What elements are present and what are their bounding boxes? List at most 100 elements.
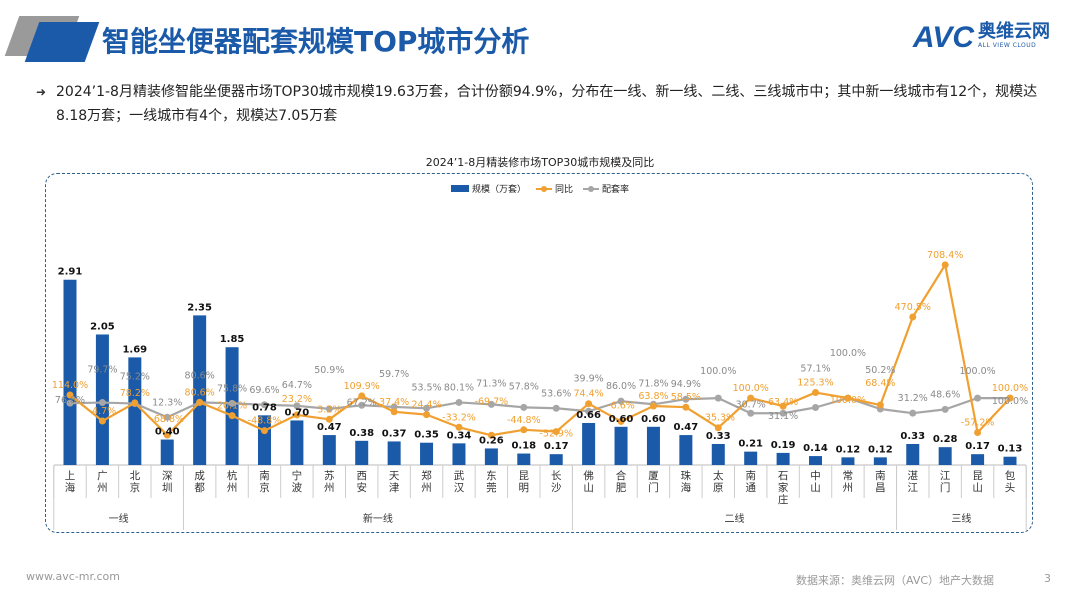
yoy-point (228, 412, 236, 420)
bar-厦门 (646, 426, 660, 465)
bar-value-label: 0.37 (382, 428, 407, 439)
yoy-label: 24.4% (411, 400, 441, 411)
rate-label: 71.8% (638, 378, 668, 389)
yoy-point (98, 417, 106, 425)
yoy-label: 100.0% (830, 395, 866, 406)
yoy-label: 63.4% (768, 397, 798, 408)
category-label: 津 (389, 482, 400, 494)
rate-label: 69.6% (249, 385, 279, 396)
yoy-label: 78.2% (120, 388, 150, 399)
category-label: 门 (648, 481, 659, 494)
yoy-label: 100.0% (992, 383, 1028, 394)
legend-label: 规模（万套） (471, 185, 526, 195)
rate-point (812, 403, 820, 411)
category-label: 太 (713, 469, 724, 482)
yoy-label: -4.7% (89, 406, 117, 417)
yoy-line (69, 263, 1011, 437)
yoy-point (455, 423, 463, 431)
category-label: 南 (259, 469, 270, 482)
rate-label: 86.0% (606, 381, 636, 392)
category-label: 明 (519, 482, 530, 494)
rate-label: 100.0% (992, 396, 1028, 407)
bar-value-label: 0.14 (803, 443, 828, 454)
rate-label: 59.7% (379, 369, 409, 380)
bar-成都 (193, 315, 207, 465)
bar-太原 (711, 443, 725, 465)
legend-swatch-line (583, 185, 599, 192)
legend-swatch-bar (450, 185, 469, 192)
bar-江门 (938, 447, 952, 465)
website-text: www.avc-mr.com (26, 570, 120, 583)
bar-value-label: 2.91 (58, 267, 83, 278)
bar-南通 (744, 451, 758, 465)
rate-label: 31.1% (768, 411, 798, 422)
category-label: 昆 (972, 470, 983, 482)
category-label: 成 (194, 470, 205, 482)
category-label: 山 (810, 482, 821, 494)
yoy-point (649, 402, 657, 410)
yoy-point (325, 415, 333, 423)
yoy-label: -48.8% (248, 416, 282, 427)
yoy-point (974, 429, 982, 437)
bar-中山 (809, 456, 823, 465)
category-label: 肥 (616, 482, 627, 494)
category-label: 天 (389, 470, 400, 482)
rate-point (325, 405, 333, 413)
bar-天津 (387, 441, 401, 465)
bar-上海 (63, 279, 77, 465)
yoy-point (617, 417, 625, 425)
category-label: 南 (875, 469, 886, 482)
bar-宁波 (290, 420, 304, 465)
category-label: 海 (65, 481, 76, 494)
bar-value-label: 0.66 (576, 410, 601, 421)
group-label: 新一线 (363, 512, 393, 525)
yoy-point (260, 427, 268, 435)
summary-bullet: ➜ 2024’1-8月精装修智能坐便器市场TOP30城市规模19.63万套，合计… (36, 80, 1046, 128)
rate-point (520, 403, 528, 411)
rate-label: 76.8% (55, 395, 85, 406)
category-label: 东 (486, 469, 497, 482)
bar-北京 (128, 357, 142, 465)
category-label: 圳 (162, 482, 173, 494)
category-label: 通 (745, 482, 756, 494)
bar-value-label: 2.05 (90, 321, 115, 332)
bar-佛山 (582, 422, 596, 465)
chart-legend: 规模（万套） 同比 配套率 (0, 182, 1080, 195)
category-label: 州 (843, 482, 854, 494)
yoy-label: 708.4% (927, 250, 963, 261)
rate-label: 39.9% (574, 373, 604, 384)
bar-value-label: 0.12 (836, 444, 861, 455)
rate-point (390, 403, 398, 411)
bar-value-label: 0.70 (285, 407, 310, 418)
yoy-label: 100.0% (733, 383, 769, 394)
bar-value-label: 0.78 (252, 402, 277, 413)
bar-value-label: 0.18 (511, 441, 536, 452)
category-label: 广 (97, 470, 108, 482)
category-label: 江 (940, 470, 951, 482)
yoy-point (876, 401, 884, 409)
rate-label: 67.2% (347, 397, 377, 408)
bar-value-label: 0.34 (447, 430, 472, 441)
yoy-point (552, 428, 560, 436)
category-label: 郑 (421, 469, 432, 482)
yoy-point (779, 402, 787, 410)
bar-value-label: 0.12 (868, 444, 893, 455)
rate-label: 30.7% (736, 399, 766, 410)
source-text: 数据来源：奥维云网（AVC）地产大数据 (796, 574, 995, 587)
rate-label: 50.9% (314, 365, 344, 376)
rate-label: 57.8% (509, 381, 539, 392)
rate-label: 80.1% (444, 382, 474, 393)
bar-value-label: 0.33 (900, 431, 925, 442)
yoy-point (812, 389, 820, 397)
rate-point (163, 413, 171, 421)
rate-label: 75.2% (120, 372, 150, 383)
rate-point (552, 404, 560, 412)
group-label: 二线 (724, 512, 744, 525)
yoy-point (423, 411, 431, 419)
yoy-point (358, 392, 366, 400)
yoy-label: 74.4% (574, 389, 604, 400)
rate-label: 94.9% (671, 379, 701, 390)
bar-value-label: 0.17 (544, 441, 569, 452)
bar-深圳 (160, 439, 174, 465)
bar-长沙 (549, 454, 563, 465)
